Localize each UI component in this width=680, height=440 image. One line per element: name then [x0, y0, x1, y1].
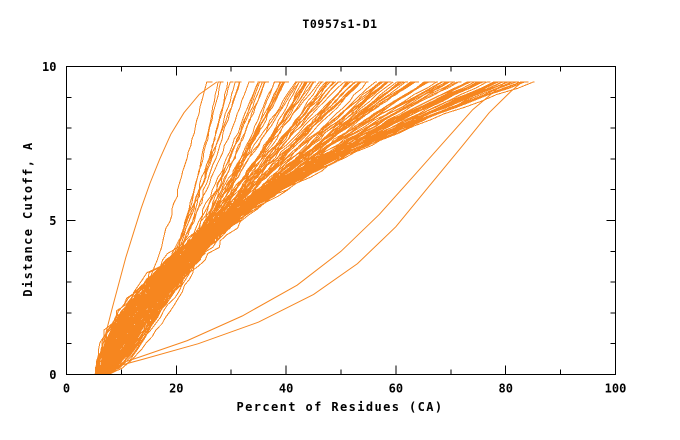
model-curve [105, 81, 535, 375]
x-tick-label: 20 [169, 382, 183, 396]
model-curve [105, 81, 472, 375]
model-curve [104, 81, 222, 375]
x-axis-label: Percent of Residues (CA) [236, 400, 444, 414]
model-curve [100, 81, 512, 375]
outlier-curve-right-1 [100, 81, 507, 371]
x-tick-label: 40 [279, 382, 293, 396]
model-curve [97, 81, 500, 375]
x-tick-label: 100 [605, 382, 627, 396]
model-curve [95, 81, 486, 375]
model-curve [106, 81, 482, 375]
model-curve [94, 81, 529, 375]
curve-series-group [94, 81, 535, 375]
model-curve [107, 81, 478, 375]
model-curve [108, 81, 242, 375]
model-curve [101, 81, 509, 375]
x-tick-label: 60 [389, 382, 403, 396]
model-curve [103, 81, 361, 375]
model-curve [103, 81, 502, 375]
outlier-curve-left [96, 81, 218, 371]
y-tick-label: 5 [49, 214, 56, 228]
x-tick-label: 80 [498, 382, 512, 396]
y-tick-label: 10 [42, 60, 56, 74]
model-curve [103, 81, 514, 375]
model-curve [94, 81, 502, 375]
y-tick-label: 0 [49, 368, 56, 382]
model-curve [99, 81, 475, 375]
x-tick-label: 0 [63, 382, 70, 396]
outlier-curve-right-0 [103, 81, 523, 371]
model-curve [95, 81, 478, 375]
model-curve [96, 81, 474, 375]
model-curve [101, 81, 473, 375]
chart-title: T0957s1-D1 [302, 17, 378, 31]
model-curve [95, 81, 502, 375]
y-axis-label: Distance Cutoff, A [21, 141, 35, 297]
